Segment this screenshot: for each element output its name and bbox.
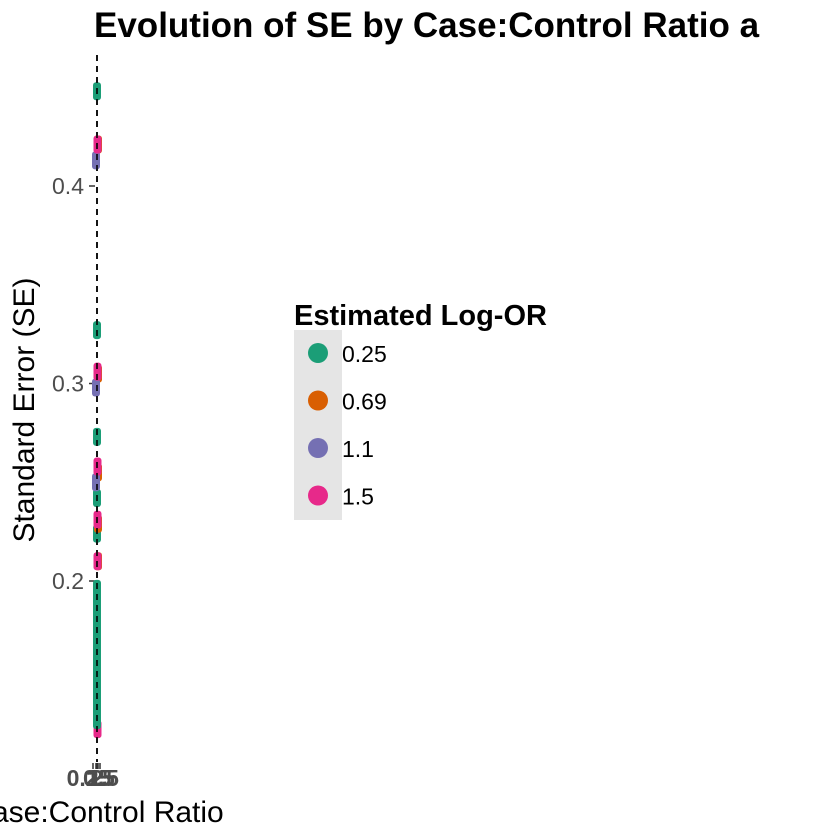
x-tick-label: 0.25	[67, 765, 112, 791]
data-point-cluster	[93, 581, 101, 730]
legend-label: 1.1	[342, 436, 374, 462]
data-points	[92, 55, 102, 762]
y-axis-title: Standard Error (SE)	[8, 277, 41, 542]
data-point	[93, 362, 102, 381]
legend-key	[308, 390, 328, 411]
y-tick-label: 0.2	[52, 568, 84, 594]
x-tick-label: 2	[91, 765, 104, 791]
x-axis-title: Case:Control Ratio	[0, 796, 224, 829]
y-axis-ticks: 0.2 0.3 0.4	[52, 173, 95, 594]
chart-title: Evolution of SE by Case:Control Ratio a	[94, 6, 760, 45]
data-point	[92, 473, 100, 492]
x-axis-ticks: 0.250.511.52	[67, 763, 119, 791]
legend-label: 0.25	[342, 341, 387, 367]
legend-title: Estimated Log-OR	[294, 300, 547, 332]
y-tick-label: 0.4	[52, 173, 84, 199]
x-tick-label: 1	[89, 765, 102, 791]
data-point	[93, 427, 101, 446]
x-tick-label: 0.5	[83, 765, 115, 791]
legend-key	[308, 343, 328, 363]
y-tick-label: 0.3	[52, 371, 84, 397]
legend-key	[308, 485, 328, 506]
data-point	[92, 378, 100, 397]
x-tick-label: 1.5	[87, 765, 119, 791]
legend-entries: 0.25 0.69 1.1 1.5	[308, 341, 387, 510]
legend-label: 1.5	[342, 484, 374, 510]
legend-key	[308, 438, 328, 458]
legend-label: 0.69	[342, 389, 387, 415]
legend: Estimated Log-OR 0.25 0.69 1.1 1.5	[294, 300, 547, 520]
data-point	[92, 151, 100, 170]
